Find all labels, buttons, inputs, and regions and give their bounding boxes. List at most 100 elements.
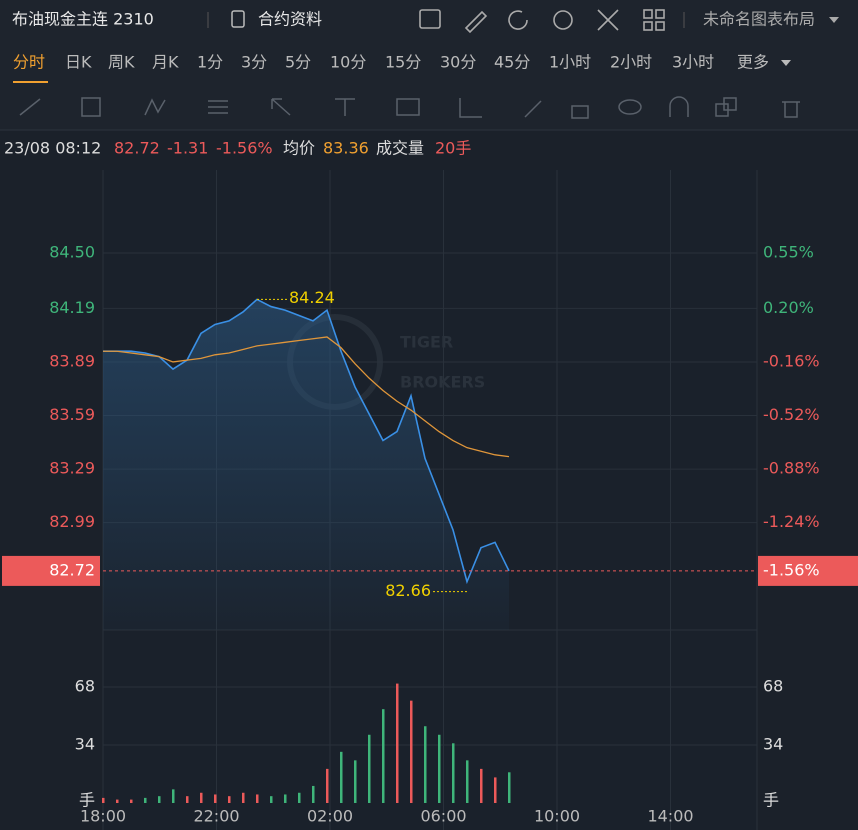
- price-tick-label: 84.19: [49, 298, 95, 317]
- volume-bar: [158, 796, 161, 803]
- time-label: 18:00: [80, 807, 126, 826]
- volume-bar: [186, 796, 189, 803]
- volume-bar: [228, 796, 231, 803]
- icon[interactable]: [464, 10, 488, 34]
- dropdown-arrow: [829, 17, 839, 23]
- icon[interactable]: [643, 9, 653, 19]
- volume-unit: 手: [79, 791, 95, 810]
- top-bar: [0, 0, 858, 130]
- last-pct-tag: [758, 555, 858, 586]
- volume-bar: [340, 751, 343, 803]
- info-avg-label: 均价: [283, 139, 315, 158]
- volume-bar: [368, 734, 371, 803]
- price-tick-label: 83.29: [49, 459, 95, 478]
- pct-tick-label: 0.20%: [763, 298, 814, 317]
- price-tick-label: 82.99: [49, 512, 95, 531]
- icon[interactable]: [508, 10, 528, 30]
- volume-bar: [354, 760, 357, 803]
- volume-bar: [312, 785, 315, 803]
- icon[interactable]: [597, 9, 619, 31]
- volume-bar: [130, 799, 133, 803]
- tab[interactable]: 分时: [13, 53, 45, 72]
- time-label: 06:00: [420, 807, 466, 826]
- volume-bar: [382, 709, 385, 803]
- tab[interactable]: 3小时: [672, 53, 714, 72]
- average-line: [103, 336, 510, 458]
- tab[interactable]: 15分: [385, 53, 421, 72]
- volume-bar: [298, 792, 301, 803]
- volume-bar: [494, 777, 497, 803]
- pct-tick-label: -0.52%: [763, 405, 820, 424]
- volume-bar: [144, 797, 147, 803]
- price-line: [103, 298, 510, 585]
- tab[interactable]: 5分: [285, 53, 311, 72]
- volume-bar: [452, 743, 455, 803]
- volume-bar: [116, 799, 119, 803]
- info-volume-label: 成交量: [376, 139, 424, 158]
- volume-tick-label: 34: [763, 735, 783, 754]
- time-label: 22:00: [193, 807, 239, 826]
- volume-bar: [326, 768, 329, 803]
- time-label: 10:00: [534, 807, 580, 826]
- price-tick-label: 83.89: [49, 351, 95, 370]
- volume-bar: [256, 794, 259, 803]
- doc-icon[interactable]: [231, 10, 245, 28]
- watermark: BROKERS: [400, 373, 485, 392]
- watermark: TIGER: [400, 333, 453, 352]
- drawing-toolbar: [19, 96, 800, 119]
- high-label: 84.24: [289, 288, 335, 307]
- info-price: 82.72: [114, 139, 160, 158]
- tab[interactable]: 30分: [440, 53, 476, 72]
- icon[interactable]: [553, 10, 573, 30]
- pct-tick-label: -0.16%: [763, 351, 820, 370]
- time-label: 14:00: [647, 807, 693, 826]
- volume-bar: [102, 797, 105, 803]
- tab[interactable]: 1小时: [549, 53, 591, 72]
- tab[interactable]: 月K: [152, 53, 179, 72]
- dropdown-arrow: [781, 60, 791, 66]
- info-volume: 20手: [435, 139, 471, 158]
- volume-bar: [438, 734, 441, 803]
- volume-unit: 手: [763, 791, 779, 810]
- volume-tick-label: 68: [763, 677, 783, 696]
- volume-bar: [172, 789, 175, 803]
- tool-icons: [419, 9, 665, 34]
- volume-bar: [466, 760, 469, 803]
- info-link[interactable]: 合约资料: [258, 10, 322, 29]
- volume-bar: [270, 796, 273, 803]
- info-avg: 83.36: [323, 139, 369, 158]
- tab[interactable]: 周K: [108, 53, 135, 72]
- pct-tick-label: 0.55%: [763, 243, 814, 262]
- price-tick-label: 83.59: [49, 405, 95, 424]
- price-area: [103, 299, 509, 630]
- icon[interactable]: [655, 9, 665, 19]
- icon[interactable]: [643, 21, 653, 31]
- tab[interactable]: 日K: [65, 53, 92, 72]
- volume-bar: [214, 794, 217, 803]
- pct-tick-label: -0.88%: [763, 459, 820, 478]
- icon[interactable]: [655, 21, 665, 31]
- volume-bar: [396, 683, 399, 803]
- info-time: 23/08 08:12: [4, 139, 101, 158]
- tab[interactable]: 3分: [241, 53, 267, 72]
- icon[interactable]: [419, 9, 441, 29]
- tab[interactable]: 45分: [494, 53, 530, 72]
- tab[interactable]: 1分: [197, 53, 223, 72]
- time-label: 02:00: [307, 807, 353, 826]
- last-price-tag: [2, 555, 100, 586]
- volume-bar: [242, 792, 245, 803]
- volume-bar: [200, 792, 203, 803]
- price-tick-label: 84.50: [49, 243, 95, 262]
- volume-bar: [410, 700, 413, 803]
- layout-name[interactable]: 未命名图表布局: [703, 10, 815, 29]
- tab[interactable]: 2小时: [610, 53, 652, 72]
- volume-tick-label: 34: [75, 735, 95, 754]
- info-change-pct: -1.56%: [216, 139, 273, 158]
- tab[interactable]: 10分: [330, 53, 366, 72]
- volume-bar: [480, 768, 483, 803]
- volume-tick-label: 68: [75, 677, 95, 696]
- volume-bar: [508, 772, 511, 803]
- tab[interactable]: 更多: [737, 53, 769, 72]
- pct-tick-label: -1.24%: [763, 512, 820, 531]
